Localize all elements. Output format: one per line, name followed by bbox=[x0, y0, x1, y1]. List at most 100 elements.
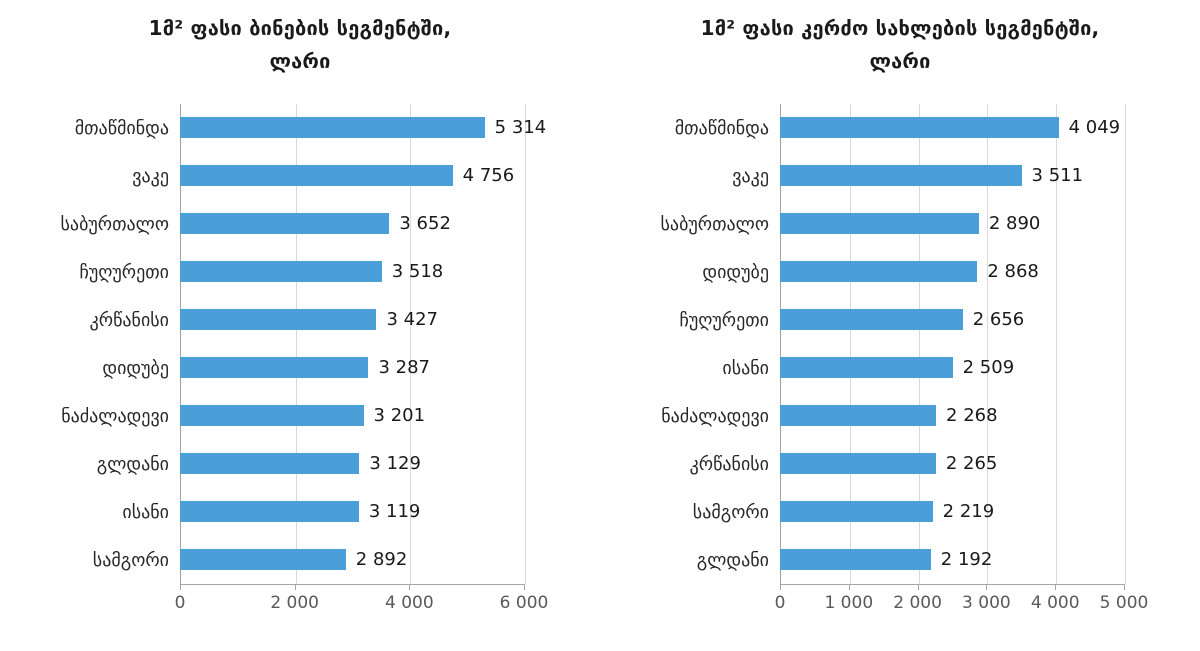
category-label: საბურთალო bbox=[60, 213, 169, 235]
bar bbox=[180, 213, 390, 234]
bar-track: 2 192 bbox=[780, 536, 1124, 584]
bar bbox=[180, 405, 364, 426]
value-label: 3 518 bbox=[391, 261, 444, 282]
value-label: 3 119 bbox=[368, 501, 421, 522]
bar-track: 5 314 bbox=[180, 104, 546, 152]
chart-title-line2: ლარი bbox=[269, 49, 331, 73]
bar bbox=[780, 405, 937, 426]
bar bbox=[780, 501, 933, 522]
bar-row: ნაძალადევი 2 268 bbox=[600, 392, 1124, 440]
bar-track: 3 119 bbox=[180, 488, 524, 536]
gridline bbox=[295, 104, 297, 584]
x-axis: 0 2 000 4 000 6 000 bbox=[175, 584, 548, 618]
bar bbox=[180, 501, 359, 522]
value-label: 2 890 bbox=[988, 213, 1041, 234]
value-label: 2 868 bbox=[987, 261, 1039, 282]
tick-mark bbox=[524, 584, 525, 590]
grid-pane bbox=[780, 104, 1126, 585]
tick-label: 0 bbox=[174, 593, 186, 613]
value-label: 5 314 bbox=[494, 117, 547, 138]
tick-mark bbox=[848, 584, 850, 590]
tick-label: 6 000 bbox=[499, 593, 549, 613]
tick-label: 1 000 bbox=[824, 593, 874, 613]
bar-row: ისანი 2 509 bbox=[600, 344, 1124, 392]
category-label: სამგორი bbox=[92, 549, 169, 571]
bar bbox=[180, 453, 360, 474]
bar-track: 3 201 bbox=[180, 392, 524, 440]
bar-row: ვაკე 3 511 bbox=[600, 152, 1124, 200]
category-label: მთაწმინდა bbox=[674, 117, 769, 139]
chart-title-line2: ლარი bbox=[869, 49, 931, 73]
category-label: ისანი bbox=[722, 357, 769, 379]
tick-label: 2 000 bbox=[270, 593, 319, 613]
gridline bbox=[1056, 104, 1058, 584]
gridline bbox=[525, 104, 526, 584]
category-label: გლდანი bbox=[96, 453, 169, 475]
bar bbox=[780, 261, 978, 282]
bar-row: მთაწმინდა 5 314 bbox=[0, 104, 546, 152]
bar-row: გლდანი 3 129 bbox=[0, 440, 524, 488]
gridline bbox=[918, 104, 920, 584]
bar-track: 3 287 bbox=[180, 344, 524, 392]
tick-mark bbox=[917, 584, 919, 590]
gridline bbox=[987, 104, 989, 584]
bar-track: 4 756 bbox=[180, 152, 524, 200]
tick-mark bbox=[294, 584, 296, 590]
plot-area: მთაწმინდა 4 049 ვაკე 3 511 საბურთალო 2 890 დიდ… bbox=[600, 104, 1200, 585]
category-label: კრწანისი bbox=[89, 309, 169, 331]
value-label: 3 201 bbox=[373, 405, 426, 426]
value-label: 4 049 bbox=[1068, 117, 1121, 138]
bar-row: კრწანისი 2 265 bbox=[600, 440, 1124, 488]
tick-label: 4 000 bbox=[1030, 593, 1080, 613]
category-label: საბურთალო bbox=[660, 213, 769, 235]
value-label: 2 268 bbox=[946, 405, 998, 426]
category-label: გლდანი bbox=[696, 549, 769, 571]
bar-track: 2 268 bbox=[780, 392, 1124, 440]
category-label: ისანი bbox=[122, 501, 169, 523]
value-label: 4 756 bbox=[462, 165, 515, 186]
bar bbox=[780, 117, 1059, 138]
category-label: დიდუბე bbox=[102, 357, 169, 379]
bar-row: ნაძალადევი 3 201 bbox=[0, 392, 524, 440]
category-label: ვაკე bbox=[732, 165, 769, 187]
bar bbox=[780, 309, 963, 330]
bar-row: მთაწმინდა 4 049 bbox=[600, 104, 1124, 152]
category-label: ვაკე bbox=[132, 165, 169, 187]
bar bbox=[180, 309, 377, 330]
plot-area: მთაწმინდა 5 314 ვაკე 4 756 საბურთალო 3 652 ჩუღ… bbox=[0, 104, 600, 585]
bar-row: ისანი 3 119 bbox=[0, 488, 524, 536]
tick-mark bbox=[409, 584, 411, 590]
value-label: 2 192 bbox=[940, 549, 993, 570]
bar bbox=[780, 453, 936, 474]
value-label: 2 656 bbox=[972, 309, 1025, 330]
bar-track: 2 509 bbox=[780, 344, 1124, 392]
tick-label: 0 bbox=[774, 593, 786, 613]
value-label: 3 427 bbox=[386, 309, 438, 330]
gridline bbox=[410, 104, 412, 584]
value-label: 2 219 bbox=[942, 501, 995, 522]
chart-title: 1მ² ფასი კერძო სახლების სეგმენტში, ლარი bbox=[600, 12, 1200, 78]
tick-label: 3 000 bbox=[962, 593, 1011, 613]
gridline bbox=[1125, 104, 1126, 584]
category-label: ნაძალადევი bbox=[661, 405, 769, 427]
tick-label: 5 000 bbox=[1099, 593, 1149, 613]
bar-track: 3 511 bbox=[780, 152, 1124, 200]
bar-track: 4 049 bbox=[780, 104, 1124, 152]
bar-track: 3 652 bbox=[180, 200, 524, 248]
bar-row: სამგორი 2 892 bbox=[0, 536, 524, 584]
value-label: 3 652 bbox=[399, 213, 451, 234]
bar-row: ჩუღურეთი 2 656 bbox=[600, 296, 1124, 344]
bar-track: 2 892 bbox=[180, 536, 524, 584]
bar bbox=[780, 549, 931, 570]
value-label: 3 287 bbox=[378, 357, 430, 378]
bar bbox=[180, 117, 485, 138]
bar-row: ჩუღურეთი 3 518 bbox=[0, 248, 524, 296]
bar-rows: მთაწმინდა 5 314 ვაკე 4 756 საბურთალო 3 652 ჩუღ… bbox=[0, 104, 546, 584]
chart-title-line1: 1მ² ფასი ბინების სეგმენტში, bbox=[148, 16, 452, 40]
value-label: 3 129 bbox=[369, 453, 421, 474]
bar-row: სამგორი 2 219 bbox=[600, 488, 1124, 536]
value-label: 3 511 bbox=[1031, 165, 1084, 186]
bar-track: 3 427 bbox=[180, 296, 524, 344]
bar bbox=[780, 357, 953, 378]
tick-label: 2 000 bbox=[893, 593, 942, 613]
